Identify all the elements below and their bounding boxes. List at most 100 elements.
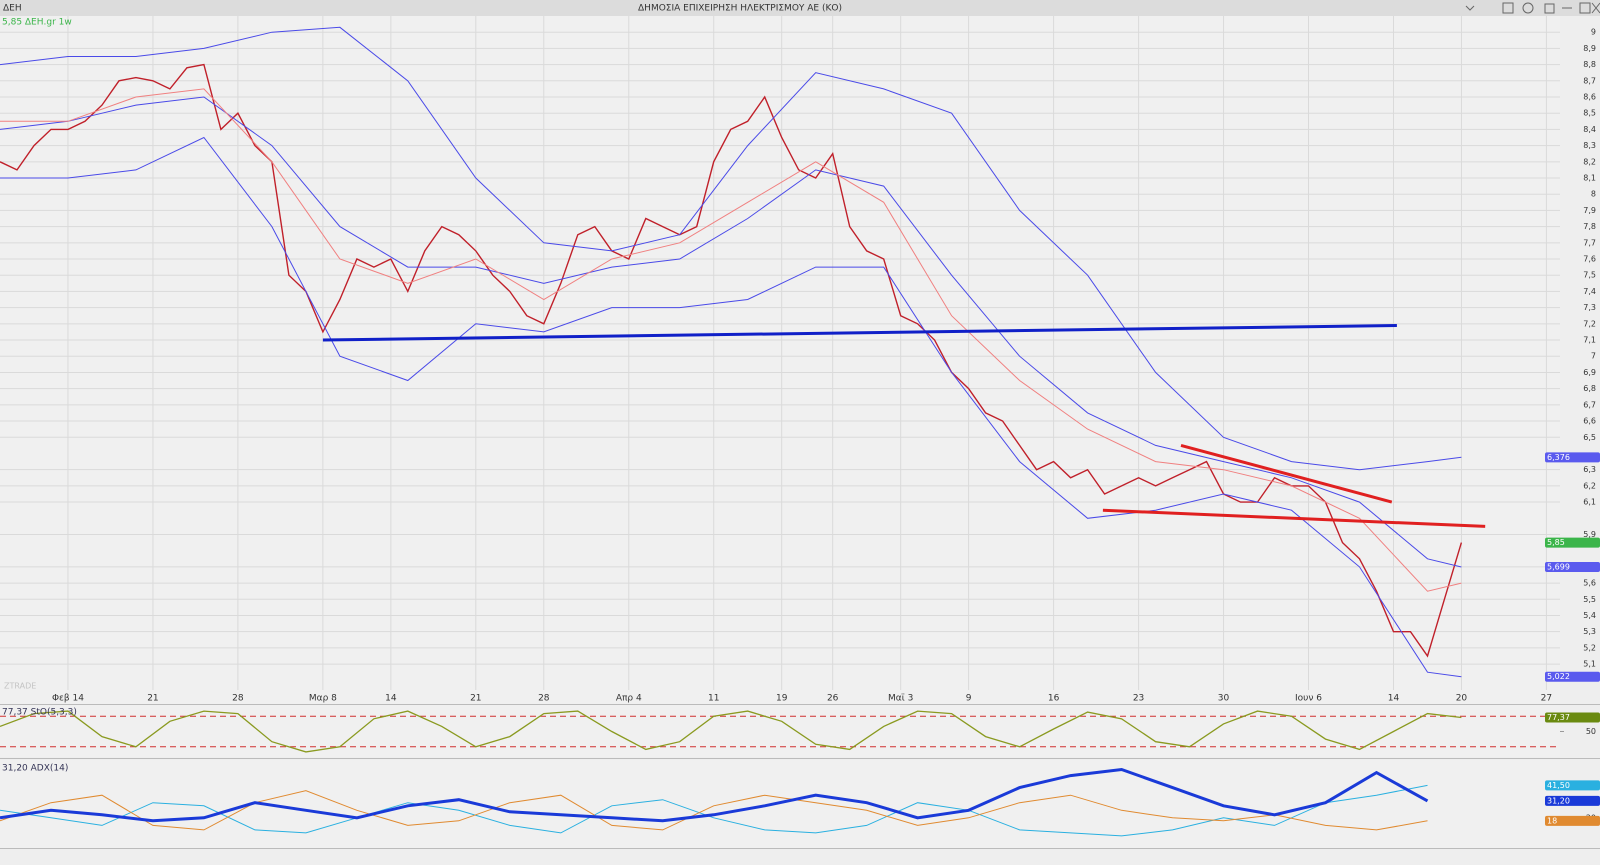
series-line: [1180, 443, 1393, 504]
y-tick-label: 8,5: [1583, 109, 1596, 118]
x-tick-label: 11: [708, 694, 719, 704]
price-panel: [0, 16, 1560, 704]
y-tick-label: 7,8: [1583, 222, 1596, 231]
value-label: 18: [1547, 816, 1557, 825]
x-tick-label: 20: [1456, 694, 1468, 704]
x-tick-label: 23: [1133, 694, 1144, 704]
value-label: 5,85: [1547, 538, 1565, 547]
x-tick-label: 28: [232, 694, 244, 704]
button[interactable]: [1522, 2, 1534, 14]
x-tick-label: 26: [827, 694, 839, 704]
button[interactable]: [1502, 2, 1514, 14]
y-tick-label: 6,6: [1583, 417, 1596, 426]
x-tick-label: 28: [538, 694, 550, 704]
y-tick-label: 5,1: [1583, 660, 1596, 669]
y-tick-label: 7: [1591, 352, 1596, 361]
x-tick-label: 21: [147, 694, 158, 704]
y-tick-label: 6,3: [1583, 465, 1596, 474]
series-line: [0, 767, 1429, 823]
y-tick-label: 5,9: [1583, 530, 1596, 539]
y-tick-label: 8,4: [1583, 125, 1596, 134]
symbol-tab[interactable]: ΔΕΗ: [3, 4, 22, 14]
y-tick-label: 5,6: [1583, 579, 1596, 588]
y-tick-label: 6,9: [1583, 368, 1596, 377]
y-tick-label: 5,3: [1583, 627, 1596, 636]
y-tick-label: 8,7: [1583, 76, 1596, 85]
y-tick-label: 5,5: [1583, 595, 1596, 604]
y-tick-label: 6,8: [1583, 384, 1596, 393]
y-tick-label: 8,9: [1583, 44, 1596, 53]
series-line: [0, 784, 1428, 837]
panel-title: 77,37 StO(5,3,3): [2, 708, 77, 718]
x-tick-label: 9: [966, 694, 972, 704]
series-line: [1102, 508, 1486, 528]
y-tick-label: 8,6: [1583, 93, 1596, 102]
value-label-box: [1545, 452, 1600, 463]
x-tick-label: Μαϊ 3: [888, 694, 913, 704]
value-label-box: [1545, 815, 1600, 826]
y-tick-label: 5,2: [1583, 643, 1596, 652]
value-label-box: [1545, 562, 1600, 573]
series-line: [0, 26, 1462, 471]
value-label-box: [1545, 671, 1600, 682]
window-title: ΔΗΜΟΣΙΑ ΕΠΙΧΕΙΡΗΣΗ ΗΛΕΚΤΡΙΣΜΟΥ ΑΕ (ΚΟ): [638, 4, 842, 14]
x-tick-label: Μαρ 8: [309, 694, 337, 704]
value-label: 77,37: [1547, 713, 1570, 722]
y-tick-label: 7,4: [1583, 287, 1596, 296]
y-tick-label: 7,3: [1583, 303, 1596, 312]
x-tick-label: Ιουν 6: [1295, 694, 1322, 704]
y-tick-label: 9: [1591, 28, 1596, 37]
x-tick-label: 16: [1048, 694, 1060, 704]
series-line: [0, 136, 1462, 678]
y-tick-label: 7,7: [1583, 238, 1596, 247]
watermark: ZTRADE: [4, 682, 36, 691]
value-label-box: [1545, 795, 1600, 806]
window-controls[interactable]: [1465, 2, 1600, 14]
x-tick-label: Φεβ 14: [52, 694, 84, 704]
value-label: 5,699: [1547, 563, 1570, 572]
y-tick-label: 6,2: [1583, 481, 1596, 490]
y-tick-label: 8,8: [1583, 60, 1596, 69]
x-tick-label: 30: [1218, 694, 1230, 704]
value-label-box: [1545, 712, 1600, 723]
value-label: 31,20: [1547, 796, 1570, 805]
panel-title: 31,20 ADX(14): [2, 764, 68, 774]
y-tick-label: 8,3: [1583, 141, 1596, 150]
y-tick-label: 7,5: [1583, 271, 1596, 280]
y-tick-label: 6,1: [1583, 498, 1596, 507]
y-tick-label: 6,7: [1583, 400, 1596, 409]
title-bar: [0, 0, 1600, 16]
y-tick-label: 7,2: [1583, 319, 1596, 328]
series-line: [0, 88, 1462, 592]
value-label: 5,022: [1547, 672, 1570, 681]
value-label: 6,376: [1547, 453, 1570, 462]
series-line: [322, 324, 1397, 342]
y-tick-label: 50: [1586, 727, 1596, 736]
value-label: 41,50: [1547, 781, 1570, 790]
y-tick-label: 7,1: [1583, 336, 1596, 345]
buttons[interactable]: [1562, 2, 1600, 14]
y-tick-label: 7,9: [1583, 206, 1596, 215]
value-label-box: [1545, 537, 1600, 548]
y-tick-label: 5,4: [1583, 611, 1596, 620]
series-line: [0, 96, 1462, 568]
series-line: [0, 790, 1428, 831]
value-label-box: [1545, 780, 1600, 791]
series-line: [0, 63, 1463, 658]
x-tick-label: Απρ 4: [616, 694, 642, 704]
x-tick-label: 19: [776, 694, 788, 704]
y-tick-label: 8: [1591, 190, 1596, 199]
x-tick-label: 27: [1541, 694, 1552, 704]
y-tick-label: 6,5: [1583, 433, 1596, 442]
x-tick-label: 21: [470, 694, 481, 704]
y-tick-label: 8,1: [1583, 174, 1596, 183]
panel-title: 5,85 ΔΕΗ.gr 1w: [2, 18, 72, 28]
x-tick-label: 14: [385, 694, 397, 704]
series-line: [0, 710, 1462, 753]
y-tick-label: 7,6: [1583, 255, 1596, 264]
button[interactable]: [1544, 3, 1555, 14]
x-tick-label: 14: [1388, 694, 1400, 704]
dropdown[interactable]: [1465, 5, 1475, 11]
